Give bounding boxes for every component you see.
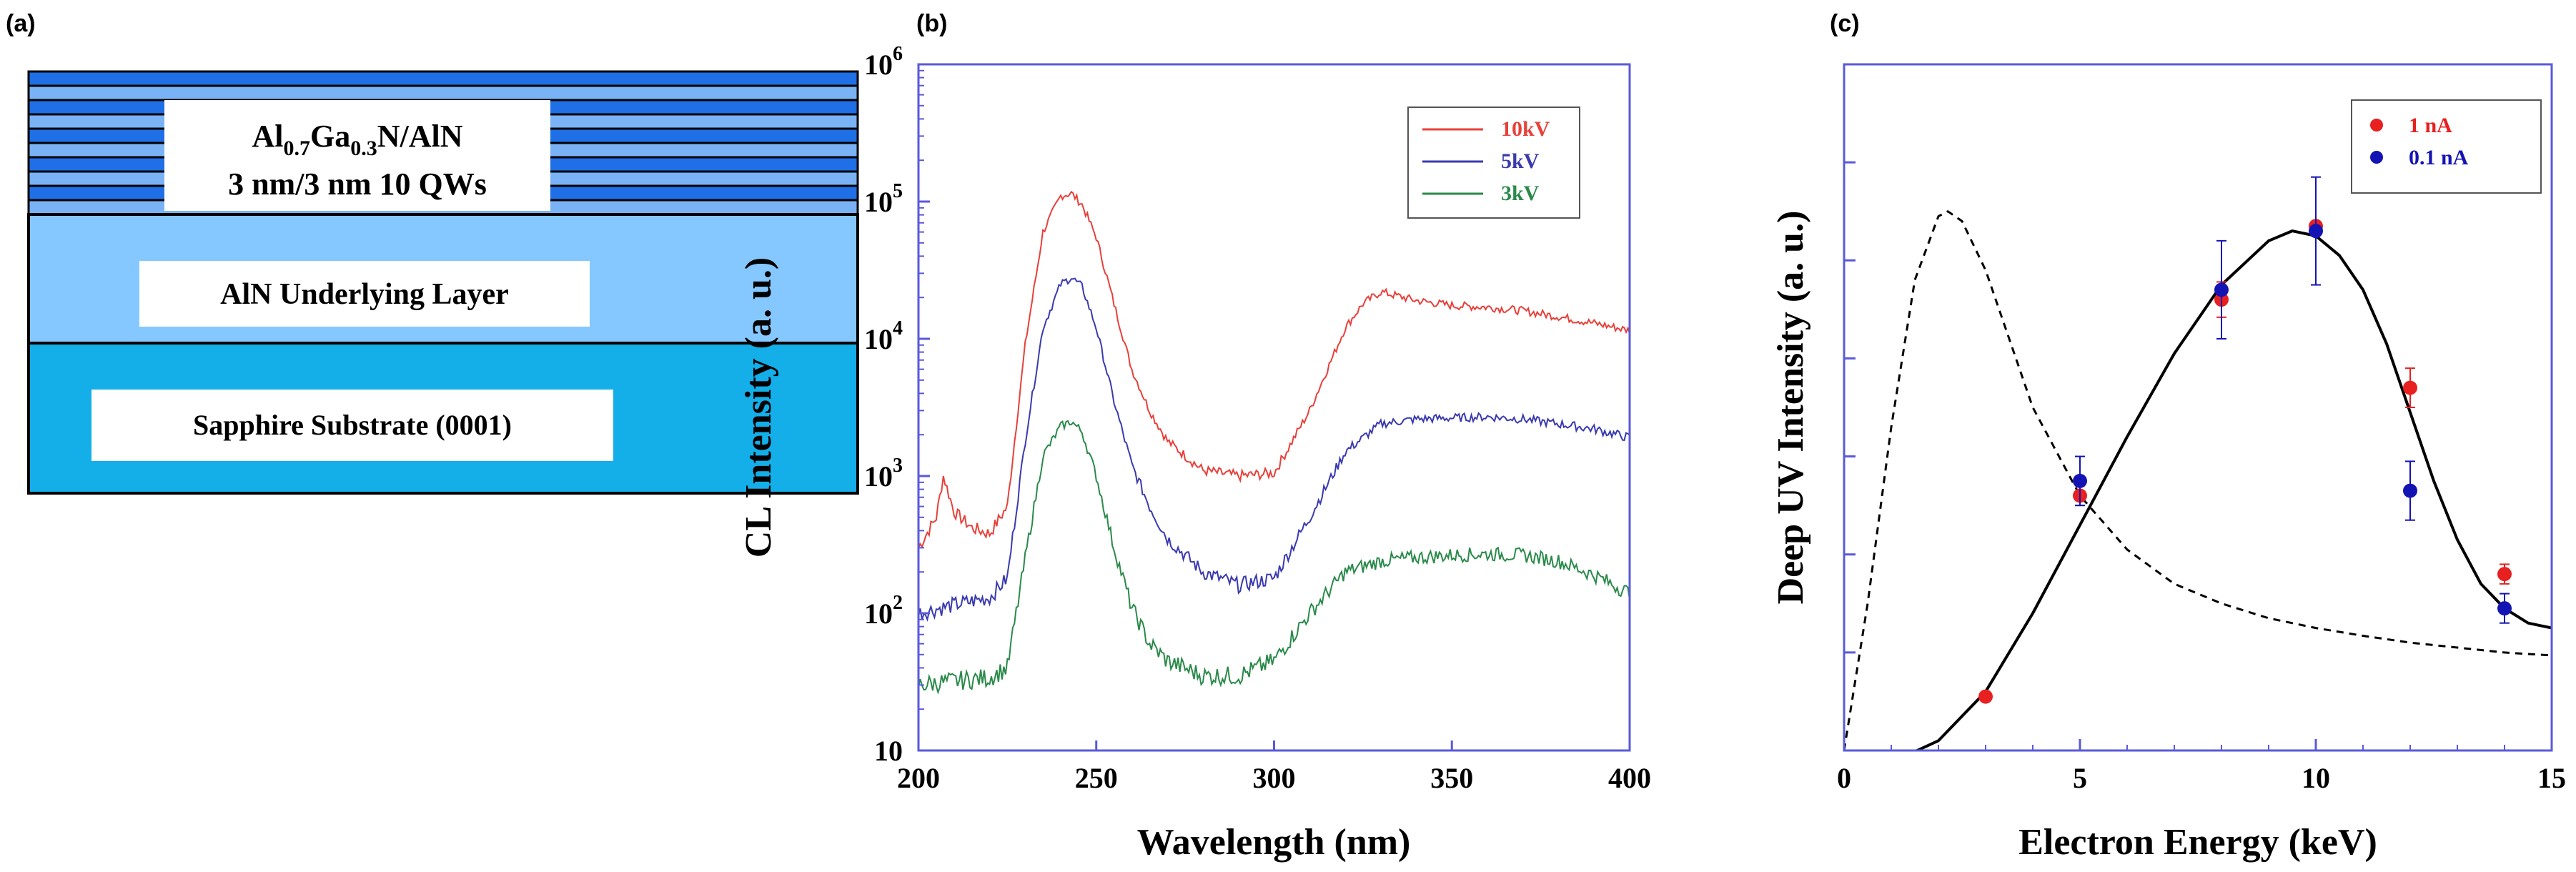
data-point-0.1nA <box>2214 282 2229 297</box>
x-axis-label-c: Electron Energy (keV) <box>2018 822 2377 863</box>
data-point-1nA <box>1978 689 1993 704</box>
data-point-0.1nA <box>2309 224 2323 239</box>
plot-frame-c <box>1843 63 2553 752</box>
qw-thickness-label: 3 nm/3 nm 10 QWs <box>228 167 487 202</box>
x-tick-label: 10 <box>2302 762 2330 794</box>
x-axis-label-b: Wavelength (nm) <box>1137 822 1411 863</box>
fit-curve <box>1913 229 2552 750</box>
layer-structure: Al0.7Ga0.3N/AlN 3 nm/3 nm 10 QWs AlN Und… <box>27 70 859 495</box>
simulation-curve <box>1844 210 2552 750</box>
x-tick-label: 0 <box>1837 762 1851 794</box>
underlying-label-box <box>139 261 590 327</box>
data-point-1nA <box>2497 567 2512 582</box>
y-tick-label: 104 <box>864 317 903 355</box>
substrate-label: Sapphire Substrate (0001) <box>193 409 512 441</box>
data-point-0.1nA <box>2497 601 2512 616</box>
legend-label-10kV: 10kV <box>1501 117 1550 141</box>
data-point-0.1nA <box>2403 483 2417 498</box>
y-tick-label: 103 <box>864 455 903 492</box>
panel-a-label: (a) <box>6 10 36 37</box>
y-tick-label: 10 <box>874 735 903 767</box>
x-tick-label: 300 <box>1253 762 1296 794</box>
qw-stripe <box>27 84 859 101</box>
legend-c: 1 nA 0.1 nA <box>2351 99 2542 194</box>
legend-label-1nA: 1 nA <box>2409 114 2452 137</box>
chart-b: 200 250 300 350 400 10 102 103 104 105 106 Wavele… <box>738 43 1651 863</box>
x-tick-label: 350 <box>1430 762 1473 794</box>
y-tick-label: 105 <box>864 180 903 218</box>
spectrum-line-5kV <box>918 277 1630 623</box>
qw-label-box <box>164 100 550 211</box>
data-point-0.1nA <box>2073 473 2087 488</box>
substrate-label-box <box>91 390 613 461</box>
x-tick-label: 250 <box>1075 762 1118 794</box>
legend-marker-1nA <box>2370 119 2383 132</box>
spectrum-line-3kV <box>918 420 1630 695</box>
y-tick-label: 102 <box>864 592 903 630</box>
spectrum-line-10kV <box>918 190 1630 549</box>
legend-label-3kV: 3kV <box>1501 182 1540 205</box>
qw-stripe <box>27 70 859 87</box>
legend-label-0.1nA: 0.1 nA <box>2409 146 2469 169</box>
data-point-1nA <box>2403 380 2417 395</box>
y-axis-label-c: Deep UV Intensity (a. u.) <box>1770 211 1811 605</box>
qw-composition-label: Al0.7Ga0.3N/AlN <box>252 119 462 160</box>
legend-b: 10kV 5kV 3kV <box>1407 106 1580 219</box>
x-tick-label: 200 <box>897 762 940 794</box>
y-axis-label-b: CL Intensity (a. u.) <box>738 257 779 558</box>
x-tick-label: 5 <box>2073 762 2087 794</box>
legend-box-c <box>2351 99 2542 194</box>
chart-c: 0 5 10 15 Electron Energy (keV) Deep UV Int… <box>1770 63 2566 863</box>
legend-marker-0.1nA <box>2370 151 2383 164</box>
x-tick-label: 15 <box>2537 762 2566 794</box>
underlying-layer-label: AlN Underlying Layer <box>220 278 509 311</box>
panel-b-label: (b) <box>916 10 947 37</box>
y-tick-label: 106 <box>864 43 903 81</box>
x-tick-label: 400 <box>1608 762 1651 794</box>
panel-c-label: (c) <box>1830 10 1860 37</box>
legend-label-5kV: 5kV <box>1501 149 1540 173</box>
